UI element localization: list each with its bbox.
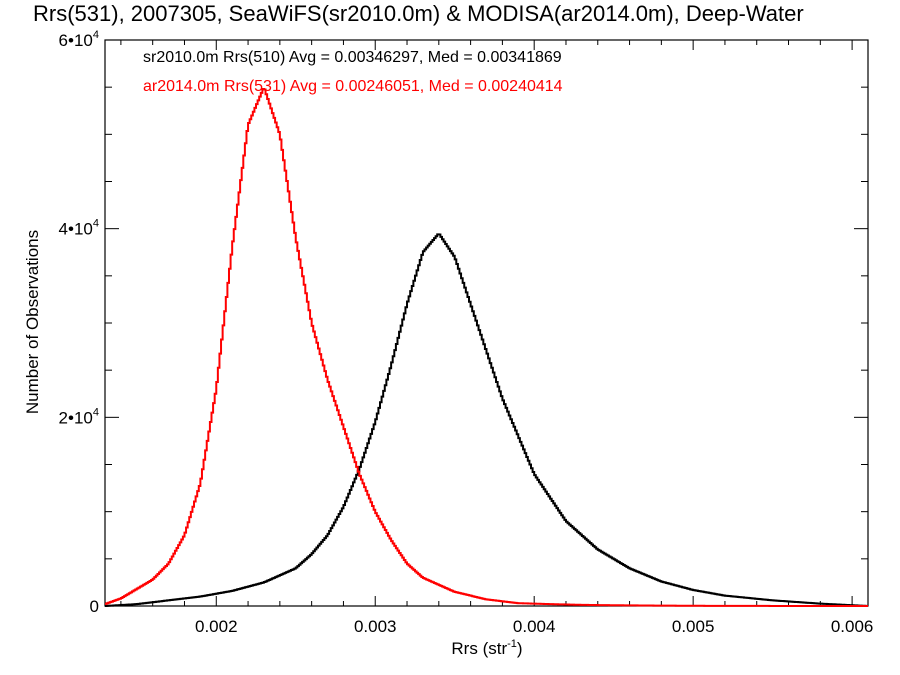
y-tick-label: 6•104	[59, 29, 99, 50]
x-tick-label: 0.004	[513, 617, 556, 636]
x-tick-label: 0.006	[831, 617, 874, 636]
legend-entry-red: ar2014.0m Rrs(531) Avg = 0.00246051, Med…	[143, 78, 563, 95]
x-tick-labels: 0.002 0.003 0.004 0.005 0.006	[195, 617, 873, 636]
y-tick-label: 4•104	[59, 218, 99, 239]
axis-ticks	[105, 39, 868, 607]
legend-entry-black: sr2010.0m Rrs(510) Avg = 0.00346297, Med…	[143, 49, 562, 66]
y-axis-label: Number of Observations	[23, 230, 42, 414]
y-tick-labels: 0 2•104 4•104 6•104	[59, 29, 99, 616]
x-tick-label: 0.002	[195, 617, 238, 636]
x-axis-label: Rrs (str-1)	[451, 638, 522, 658]
series-line-black	[105, 233, 868, 607]
series-line-red	[105, 88, 868, 607]
y-tick-label: 0	[90, 597, 99, 616]
x-tick-label: 0.005	[672, 617, 715, 636]
y-tick-label: 2•104	[59, 406, 99, 427]
x-tick-label: 0.003	[354, 617, 397, 636]
series-lines	[105, 88, 868, 607]
plot-area-frame	[104, 39, 869, 607]
chart-title: Rrs(531), 2007305, SeaWiFS(sr2010.0m) & …	[33, 1, 804, 26]
